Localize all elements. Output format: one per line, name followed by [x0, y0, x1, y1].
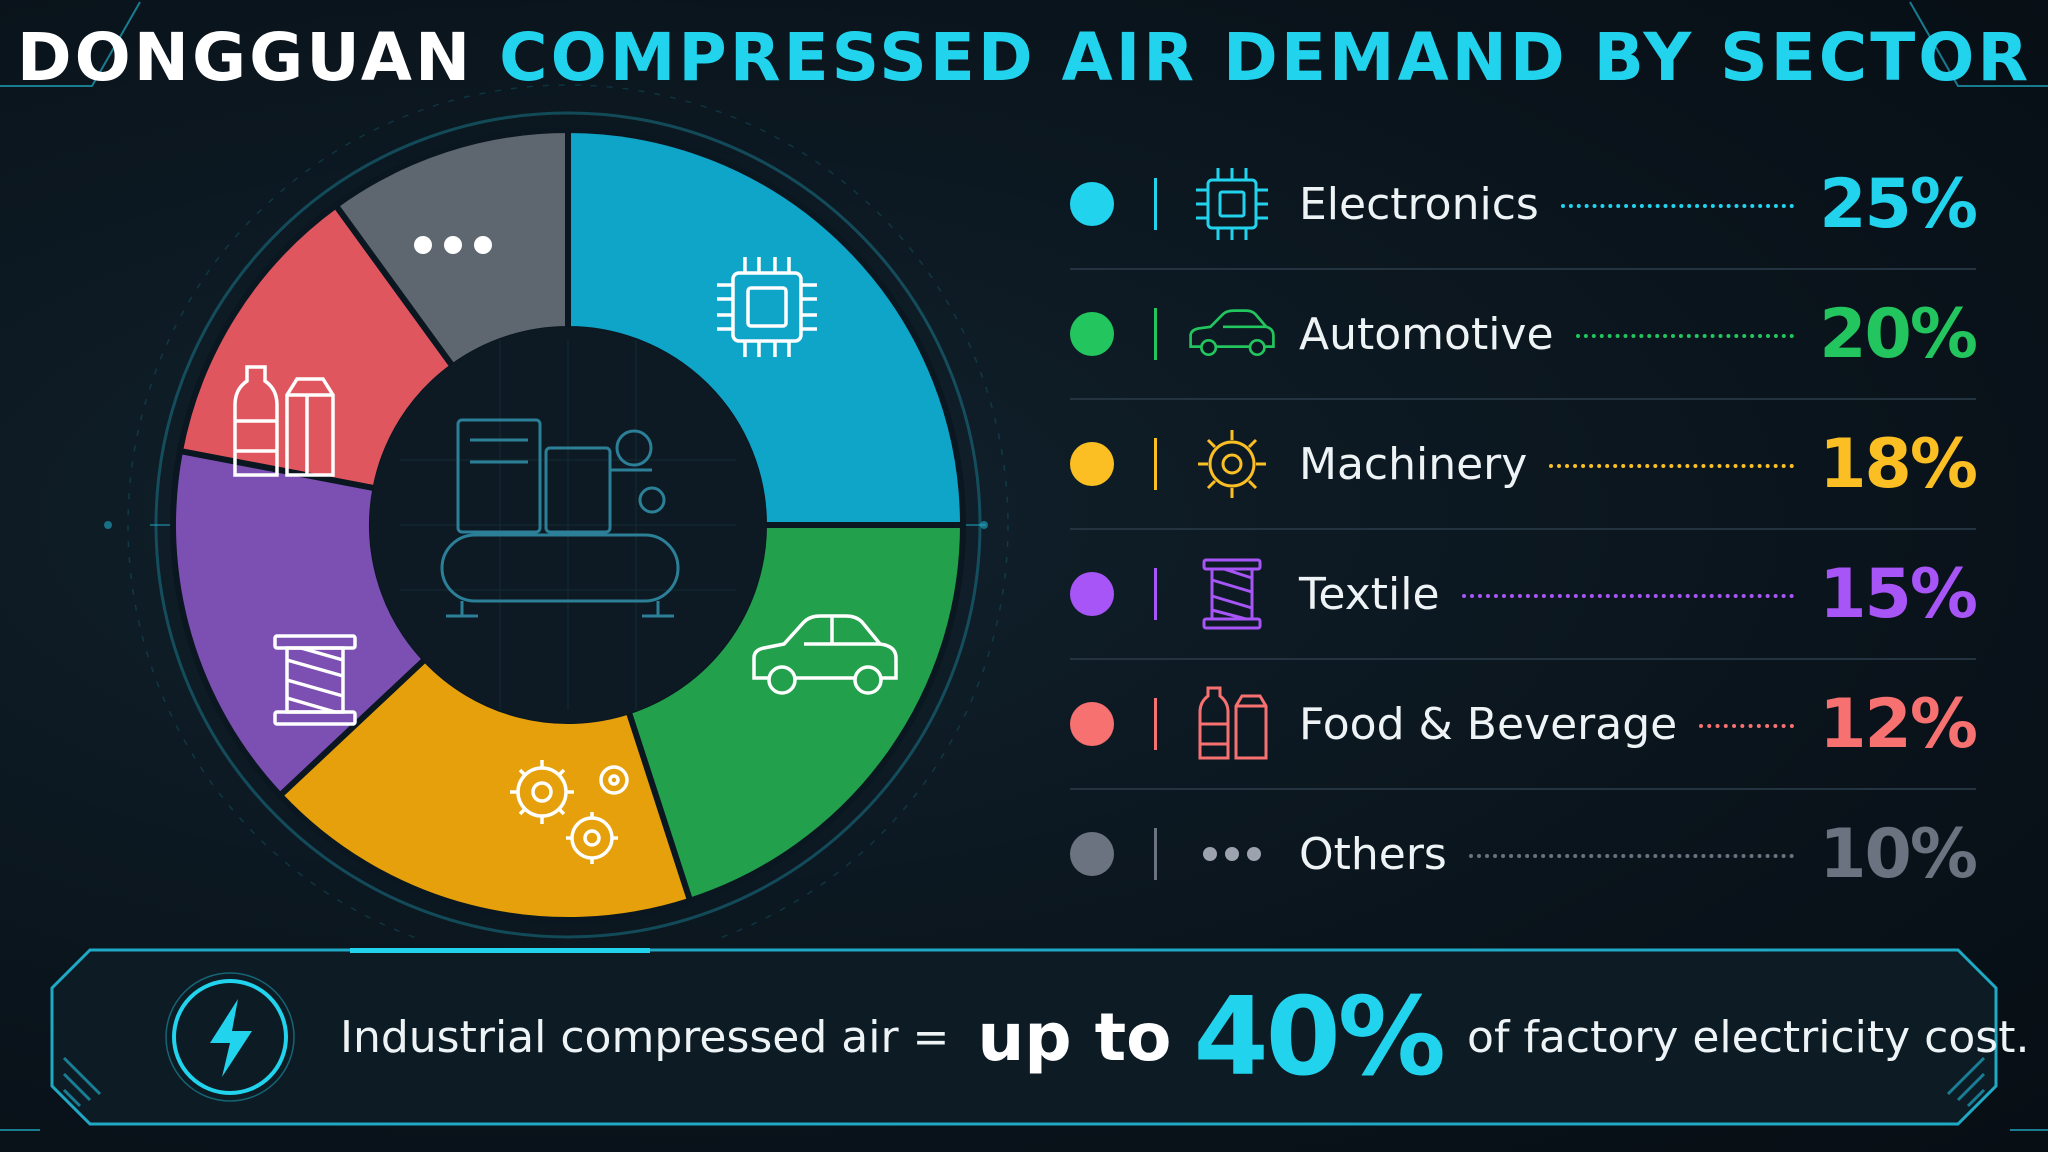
legend-dot	[1070, 572, 1114, 616]
banner-text-4: of factory electricity cost.	[1467, 1011, 2030, 1063]
legend-dot	[1070, 702, 1114, 746]
legend-divider	[1154, 828, 1157, 880]
legend-leader	[1560, 204, 1794, 208]
car-icon	[1187, 294, 1277, 374]
bottles-icon	[233, 365, 335, 477]
legend-divider	[1154, 178, 1157, 230]
lightning-icon	[165, 972, 295, 1102]
chip-icon	[717, 257, 817, 357]
banner-text-1: Industrial compressed air =	[340, 1011, 950, 1063]
title-main: COMPRESSED AIR DEMAND BY SECTOR	[499, 19, 2032, 96]
legend-value: 15%	[1819, 554, 1978, 634]
legend-label: Textile	[1299, 568, 1440, 620]
legend-leader	[1699, 724, 1794, 728]
legend-row-electronics: Electronics 25%	[1070, 140, 1978, 270]
legend-row-machinery: Machinery 18%	[1070, 400, 1978, 530]
legend-dot	[1070, 182, 1114, 226]
car-icon	[752, 614, 898, 695]
legend-label: Electronics	[1299, 178, 1539, 230]
legend-label: Machinery	[1299, 438, 1528, 490]
banner-highlight: 40%	[1193, 974, 1447, 1100]
legend-row-others: Others 10%	[1070, 790, 1978, 918]
bottles-icon	[1187, 684, 1277, 764]
legend-row-textile: Textile 15%	[1070, 530, 1978, 660]
page-title: DONGGUAN COMPRESSED AIR DEMAND BY SECTOR	[0, 18, 2048, 98]
legend-divider	[1154, 568, 1157, 620]
donut-chart	[104, 84, 1009, 940]
chart-decor	[104, 84, 1009, 940]
legend: Electronics 25% Automotive 20% Machinery	[1070, 140, 1978, 918]
legend-divider	[1154, 308, 1157, 360]
gear-icon	[1187, 424, 1277, 504]
legend-value: 18%	[1819, 424, 1978, 504]
air-compressor-icon	[440, 418, 680, 618]
legend-value: 10%	[1819, 814, 1978, 894]
spool-icon	[1187, 554, 1277, 634]
summary-banner: Industrial compressed air = up to 40% of…	[50, 948, 2029, 1126]
legend-value: 25%	[1819, 164, 1978, 244]
legend-leader	[1549, 464, 1794, 468]
legend-label: Others	[1299, 828, 1447, 880]
spool-icon	[273, 634, 357, 726]
banner-text-2: up to	[977, 998, 1172, 1076]
legend-leader	[1575, 334, 1794, 338]
chart-center	[370, 327, 766, 723]
legend-label: Food & Beverage	[1299, 698, 1678, 750]
dots-icon	[414, 236, 492, 254]
dots-icon	[1187, 814, 1277, 894]
legend-leader	[1461, 594, 1794, 598]
chip-icon	[1187, 164, 1277, 244]
legend-row-automotive: Automotive 20%	[1070, 270, 1978, 400]
legend-value: 20%	[1819, 294, 1978, 374]
legend-divider	[1154, 698, 1157, 750]
legend-label: Automotive	[1299, 308, 1554, 360]
gears-icon	[510, 760, 629, 864]
legend-dot	[1070, 312, 1114, 356]
legend-leader	[1468, 854, 1794, 858]
legend-value: 12%	[1819, 684, 1978, 764]
legend-dot	[1070, 832, 1114, 876]
banner-frame	[50, 948, 1998, 1126]
slice-icons	[233, 236, 898, 864]
legend-row-food: Food & Beverage 12%	[1070, 660, 1978, 790]
banner-text: Industrial compressed air = up to 40% of…	[340, 948, 2029, 1126]
title-city: DONGGUAN	[16, 19, 474, 96]
legend-dot	[1070, 442, 1114, 486]
legend-divider	[1154, 438, 1157, 490]
center-grid	[400, 340, 736, 710]
